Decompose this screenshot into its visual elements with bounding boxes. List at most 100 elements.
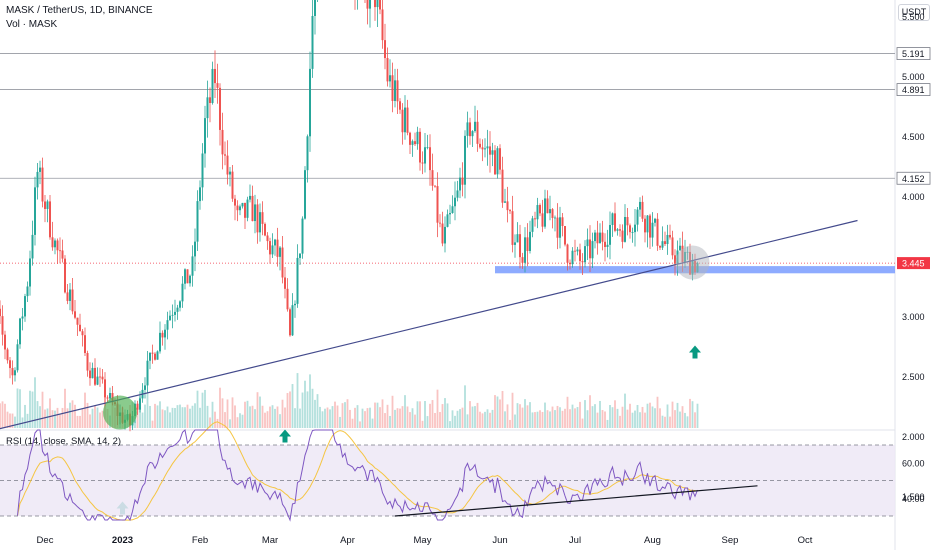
volume-bar: [294, 408, 296, 428]
candle-body: [224, 154, 226, 156]
volume-bar: [146, 393, 149, 428]
candle-body: [196, 201, 199, 242]
volume-bar: [349, 409, 351, 428]
candle-body: [84, 335, 86, 354]
candle-body: [601, 232, 604, 242]
candle-body: [536, 205, 539, 220]
candle-body: [21, 316, 24, 319]
candle-body: [634, 224, 636, 233]
volume-bar: [239, 413, 241, 428]
candle-body: [549, 209, 551, 214]
candle-body: [11, 368, 14, 376]
currency-button[interactable]: USDT: [898, 4, 930, 21]
volume-bar: [19, 389, 21, 428]
candle-body: [474, 121, 476, 132]
x-axis-label: Aug: [644, 535, 661, 546]
candle-body: [456, 190, 459, 198]
candle-body: [594, 232, 596, 242]
volume-bar: [181, 407, 184, 428]
volume-bar: [484, 411, 486, 428]
volume-bar: [659, 408, 661, 428]
candle-body: [89, 370, 91, 379]
candle-body: [514, 242, 516, 245]
volume-bar: [686, 416, 689, 428]
volume-bar: [191, 405, 194, 428]
candle-body: [449, 213, 451, 215]
volume-bar: [414, 414, 416, 428]
candle-body: [374, 0, 376, 8]
volume-bar: [596, 412, 599, 428]
volume-bar: [681, 406, 684, 428]
volume-bar: [89, 414, 91, 428]
volume-bar: [101, 410, 104, 428]
volume-bar: [376, 402, 379, 428]
volume-bar: [614, 400, 616, 428]
candle-body: [366, 0, 369, 9]
candle-body: [311, 16, 314, 69]
volume-bar: [256, 392, 259, 428]
candle-body: [31, 234, 34, 259]
candle-body: [556, 217, 559, 238]
candle-body: [274, 239, 276, 246]
volume-bar: [229, 419, 231, 428]
volume-bar: [386, 404, 389, 428]
volume-bar: [401, 406, 404, 428]
volume-bar: [69, 402, 71, 428]
volume-bar: [374, 402, 376, 428]
volume-bar: [36, 401, 39, 428]
candle-body: [46, 201, 49, 209]
candle-body: [239, 206, 241, 211]
volume-bar: [471, 406, 474, 428]
candle-body: [266, 235, 269, 242]
volume-bar: [154, 403, 156, 428]
volume-bar: [156, 405, 159, 428]
volume-bar: [539, 410, 541, 428]
candle-body: [494, 150, 496, 175]
volume-bar: [219, 387, 221, 428]
candle-body: [519, 234, 521, 258]
x-axis-label: Mar: [262, 535, 278, 546]
volume-bar: [46, 408, 49, 428]
candle-body: [444, 226, 446, 244]
price-axis-label: 4.500: [902, 132, 925, 142]
volume-bar: [0, 403, 1, 428]
x-axis-label: May: [414, 535, 432, 546]
volume-bar: [254, 409, 256, 428]
volume-bar: [479, 411, 481, 428]
candle-body: [219, 87, 221, 130]
volume-bar: [649, 402, 651, 428]
volume-bar: [216, 418, 219, 428]
volume-bar: [546, 410, 549, 428]
volume-bar: [166, 406, 169, 428]
volume-bar: [531, 412, 534, 428]
volume-bar: [371, 418, 374, 428]
volume-bar: [504, 411, 506, 428]
candle-body: [139, 398, 141, 410]
volume-bar: [16, 388, 19, 428]
volume-bar: [521, 407, 524, 428]
volume-bar: [244, 401, 246, 428]
candle-body: [386, 58, 389, 82]
x-axis-label: Jun: [492, 535, 507, 546]
candle-body: [429, 147, 431, 171]
candle-body: [231, 171, 234, 199]
candle-body: [301, 218, 304, 254]
volume-bar: [86, 402, 89, 428]
price-axis-label: 3.000: [902, 312, 925, 322]
volume-bar: [369, 407, 371, 428]
volume-bar: [214, 411, 216, 428]
volume-bar: [279, 414, 281, 428]
candle-body: [559, 217, 561, 238]
volume-bar: [79, 415, 81, 428]
volume-bar: [194, 403, 196, 428]
volume-bar: [341, 403, 344, 428]
volume-bar: [429, 403, 431, 428]
volume-bar: [4, 403, 6, 428]
volume-bar: [509, 419, 511, 428]
candle-body: [146, 360, 149, 386]
volume-bar: [151, 420, 154, 428]
volume-bar: [309, 374, 311, 428]
candle-body: [64, 258, 66, 293]
candle-body: [626, 217, 629, 226]
